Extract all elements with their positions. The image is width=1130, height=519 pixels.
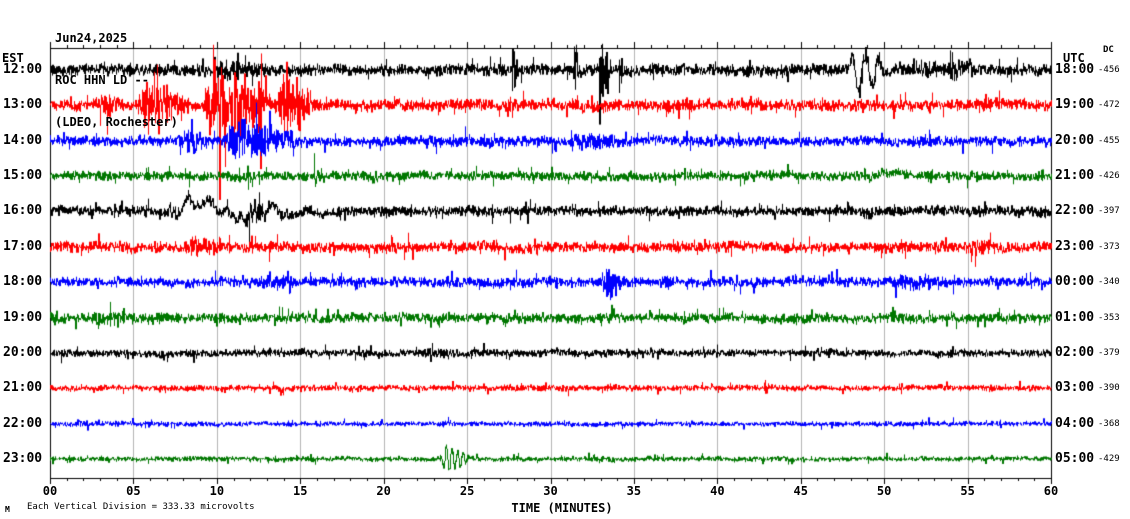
x-axis-label: TIME (MINUTES) [511,501,613,515]
location-label: (LDEO, Rochester) [55,115,178,129]
station-label: ROC HHN LD -- [55,73,149,87]
left-axis-title: EST [2,51,24,65]
watermark-m: M [5,505,10,514]
scale-note: Each Vertical Division = 333.33 microvol… [27,502,255,512]
dc-column-title: DC [1103,45,1114,55]
date-label: Jun24,2025 [55,31,128,45]
right-axis-title: UTC [1063,51,1085,65]
title-block: Jun24,2025 ROC HHN LD -- (LDEO, Rocheste… [55,3,178,157]
